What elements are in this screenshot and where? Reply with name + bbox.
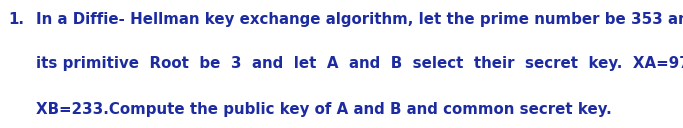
Text: its primitive  Root  be  3  and  let  A  and  B  select  their  secret  key.  XA: its primitive Root be 3 and let A and B … [36,56,683,71]
Text: In a Diffie- Hellman key exchange algorithm, let the prime number be 353 and one: In a Diffie- Hellman key exchange algori… [36,12,683,26]
Text: XB=233.Compute the public key of A and B and common secret key.: XB=233.Compute the public key of A and B… [36,102,611,117]
Text: 1.: 1. [8,12,24,26]
